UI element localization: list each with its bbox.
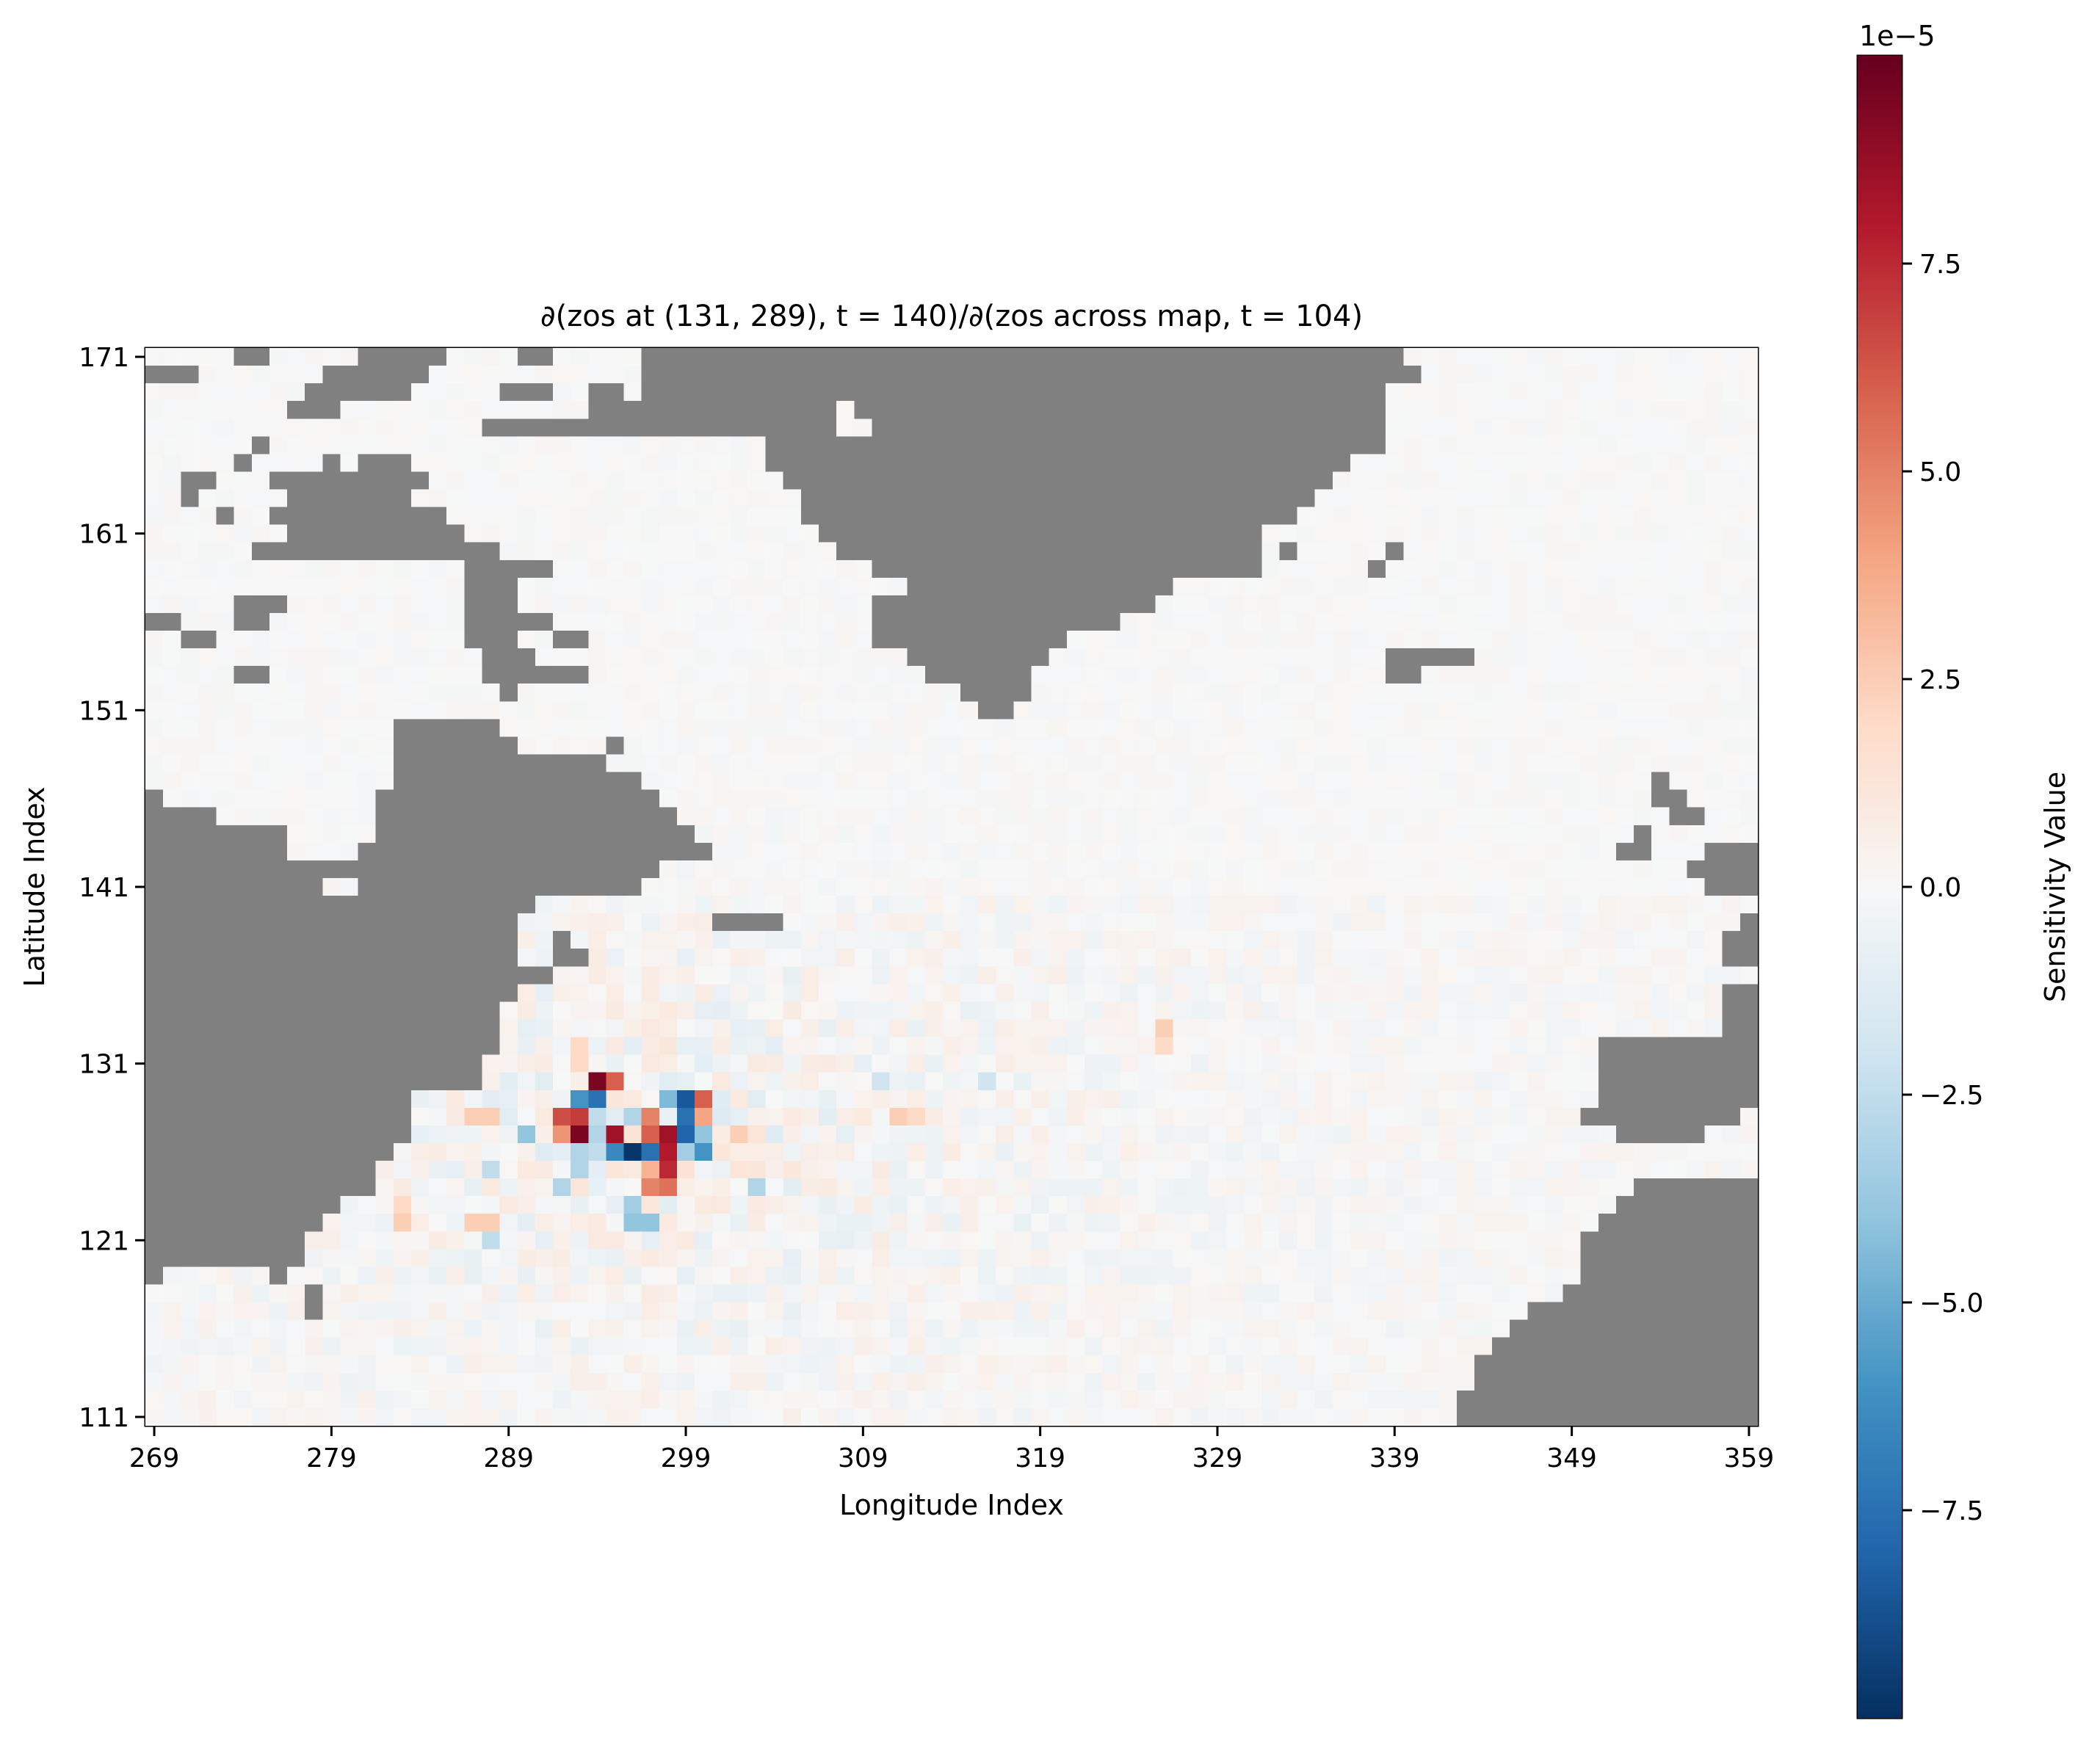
x-axis: 269 279 289 299 309 319 329 339 349 359 bbox=[129, 1426, 1775, 1473]
colorbar-ticks: 7.5 5.0 2.5 0.0 −2.5 −5.0 −7.5 bbox=[1902, 250, 1983, 1526]
y-tick-label: 111 bbox=[79, 1403, 129, 1433]
colorbar-tick-label: 0.0 bbox=[1919, 873, 1961, 903]
colorbar-multiplier: 1e−5 bbox=[1859, 20, 1936, 52]
y-tick-label: 161 bbox=[79, 520, 129, 550]
y-tick-label: 131 bbox=[79, 1050, 129, 1080]
x-tick-label: 349 bbox=[1546, 1443, 1597, 1473]
x-tick-label: 309 bbox=[838, 1443, 888, 1473]
colorbar-tick-label: 7.5 bbox=[1919, 250, 1961, 280]
colorbar-tick-label: −5.0 bbox=[1919, 1288, 1983, 1319]
colorbar-tick-label: −2.5 bbox=[1919, 1081, 1983, 1111]
y-tick-label: 121 bbox=[79, 1226, 129, 1256]
x-tick-label: 299 bbox=[661, 1443, 712, 1473]
x-tick-label: 279 bbox=[306, 1443, 357, 1473]
y-axis: 171 161 151 141 131 121 111 bbox=[79, 343, 145, 1433]
colorbar-gradient bbox=[1858, 56, 1902, 1718]
x-axis-label: Longitude Index bbox=[839, 1489, 1064, 1521]
chart-title: ∂(zos at (131, 289), t = 140)/∂(zos acro… bbox=[540, 300, 1363, 333]
x-tick-label: 339 bbox=[1369, 1443, 1420, 1473]
colorbar-tick-label: −7.5 bbox=[1919, 1496, 1983, 1526]
y-tick-label: 151 bbox=[79, 696, 129, 726]
colorbar-label: Sensitivity Value bbox=[2039, 772, 2071, 1002]
y-tick-label: 141 bbox=[79, 873, 129, 903]
colorbar-tick-label: 5.0 bbox=[1919, 457, 1961, 487]
x-tick-label: 269 bbox=[129, 1443, 180, 1473]
y-axis-label: Latitude Index bbox=[18, 786, 51, 987]
colorbar-tick-label: 2.5 bbox=[1919, 665, 1961, 695]
x-tick-label: 359 bbox=[1724, 1443, 1775, 1473]
x-tick-label: 319 bbox=[1015, 1443, 1065, 1473]
x-tick-label: 289 bbox=[483, 1443, 534, 1473]
x-tick-label: 329 bbox=[1192, 1443, 1243, 1473]
y-tick-label: 171 bbox=[79, 343, 129, 373]
sensitivity-heatmap bbox=[145, 348, 1758, 1426]
